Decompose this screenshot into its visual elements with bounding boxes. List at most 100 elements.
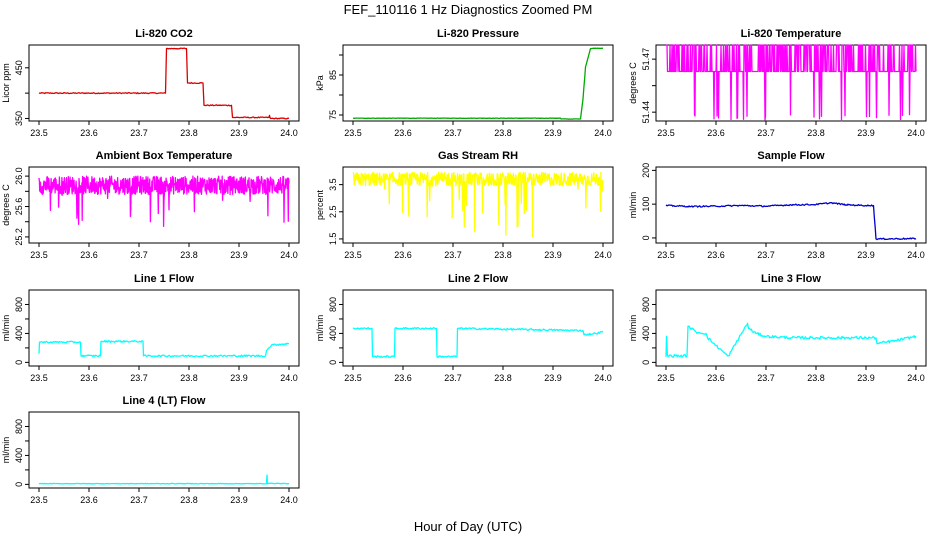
panel-title: Line 1 Flow	[134, 273, 194, 285]
x-tick-label: 24.0	[280, 373, 298, 383]
y-axis-label: degrees C	[1, 184, 11, 226]
y-tick-label: 2.5	[328, 206, 338, 219]
panel-title: Line 3 Flow	[761, 273, 821, 285]
y-tick-label: 0	[14, 482, 24, 487]
y-tick-label: 26.0	[14, 167, 24, 185]
x-tick-label: 23.5	[657, 128, 675, 138]
y-tick-label: 51.44	[641, 101, 651, 124]
y-tick-label: 400	[328, 326, 338, 341]
x-tick-label: 23.5	[30, 250, 48, 260]
plot-frame	[28, 166, 300, 244]
x-tick-label: 23.5	[30, 495, 48, 505]
x-tick-label: 23.5	[657, 373, 675, 383]
panel-4: Ambient Box Temperature degrees C 23.5 23.6…	[1, 150, 300, 260]
plot-frame	[342, 166, 614, 244]
x-tick-label: 24.0	[594, 250, 612, 260]
x-tick-label: 24.0	[280, 495, 298, 505]
series-line	[665, 44, 917, 122]
x-tick-label: 23.6	[394, 373, 412, 383]
y-tick-label: 200	[641, 163, 651, 178]
x-tick-label: 23.6	[80, 495, 98, 505]
plot-frame	[28, 411, 300, 489]
y-tick-label: 0	[641, 360, 651, 365]
y-axis-label: kPa	[315, 75, 325, 91]
series-line	[38, 474, 290, 485]
x-tick-label: 24.0	[594, 373, 612, 383]
x-tick-label: 23.7	[444, 373, 462, 383]
x-tick-label: 23.9	[230, 128, 248, 138]
panel-title: Sample Flow	[757, 150, 825, 162]
x-tick-label: 24.0	[907, 250, 925, 260]
x-tick-label: 23.9	[544, 128, 562, 138]
x-tick-label: 23.8	[180, 250, 198, 260]
series-line	[352, 47, 604, 120]
y-tick-label: 800	[641, 297, 651, 312]
y-axis-label: ml/min	[628, 192, 638, 219]
y-tick-label: 25.6	[14, 198, 24, 216]
panel-5: Gas Stream RH percent 23.5 23.6 23.7 23.8 23.9…	[315, 150, 614, 260]
y-tick-label: 100	[641, 197, 651, 212]
panel-8: Line 2 Flow ml/min 23.5 23.6 23.7 23.8 23.9 24.…	[315, 273, 614, 383]
x-tick-label: 23.5	[344, 373, 362, 383]
y-tick-label: 0	[328, 360, 338, 365]
x-tick-label: 23.7	[444, 128, 462, 138]
x-tick-label: 23.7	[757, 128, 775, 138]
y-tick-label: 800	[14, 419, 24, 434]
plot-frame	[342, 289, 614, 367]
panel-title: Line 2 Flow	[448, 273, 508, 285]
panel-title: Gas Stream RH	[438, 150, 518, 162]
x-tick-label: 23.7	[757, 250, 775, 260]
y-axis-label: ml/min	[1, 437, 11, 464]
x-tick-label: 23.6	[707, 373, 725, 383]
y-tick-label: 85	[328, 70, 338, 80]
x-tick-label: 23.5	[344, 250, 362, 260]
x-tick-label: 23.7	[130, 128, 148, 138]
series-line	[665, 201, 917, 241]
y-tick-label: 3.5	[328, 178, 338, 191]
panel-title: Li-820 CO2	[135, 28, 192, 40]
x-tick-label: 23.9	[230, 373, 248, 383]
y-tick-label: 75	[328, 110, 338, 120]
x-tick-label: 23.7	[130, 250, 148, 260]
y-tick-label: 400	[14, 326, 24, 341]
series-line	[665, 322, 917, 358]
x-tick-label: 24.0	[907, 128, 925, 138]
x-tick-label: 23.8	[807, 128, 825, 138]
x-tick-label: 23.7	[130, 373, 148, 383]
x-tick-label: 23.6	[394, 250, 412, 260]
y-tick-label: 800	[14, 297, 24, 312]
y-tick-label: 1.5	[328, 233, 338, 246]
x-tick-label: 23.8	[494, 373, 512, 383]
panel-10: Line 4 (LT) Flow ml/min 23.5 23.6 23.7 23.8 23…	[1, 395, 300, 505]
x-tick-label: 23.9	[230, 495, 248, 505]
panel-6: Sample Flow ml/min 23.5 23.6 23.7 23.8 23.9 24.…	[628, 150, 927, 260]
y-axis-label: ml/min	[628, 315, 638, 342]
x-tick-label: 23.5	[30, 128, 48, 138]
plot-frame	[28, 289, 300, 367]
y-axis-label: Licor ppm	[1, 63, 11, 103]
x-tick-label: 24.0	[280, 128, 298, 138]
series-line	[38, 339, 290, 358]
x-tick-label: 23.9	[857, 250, 875, 260]
plot-frame	[28, 44, 300, 122]
x-tick-label: 23.6	[80, 373, 98, 383]
panel-title: Line 4 (LT) Flow	[123, 395, 206, 407]
x-tick-label: 23.8	[807, 250, 825, 260]
y-tick-label: 800	[328, 297, 338, 312]
x-tick-label: 23.7	[757, 373, 775, 383]
y-axis-label: ml/min	[1, 315, 11, 342]
x-tick-label: 24.0	[907, 373, 925, 383]
series-line	[352, 326, 604, 359]
plot-frame	[655, 289, 927, 367]
x-tick-label: 23.6	[80, 128, 98, 138]
x-tick-label: 24.0	[280, 250, 298, 260]
x-tick-label: 23.9	[544, 250, 562, 260]
x-tick-label: 23.8	[180, 495, 198, 505]
x-tick-label: 23.5	[344, 128, 362, 138]
panel-1: Li-820 CO2 Licor ppm 23.5 23.6 23.7 23.8 23.9 2…	[1, 28, 300, 138]
y-axis-label: percent	[315, 189, 325, 220]
x-tick-label: 24.0	[594, 128, 612, 138]
y-tick-label: 400	[14, 448, 24, 463]
panel-title: Ambient Box Temperature	[96, 150, 233, 162]
